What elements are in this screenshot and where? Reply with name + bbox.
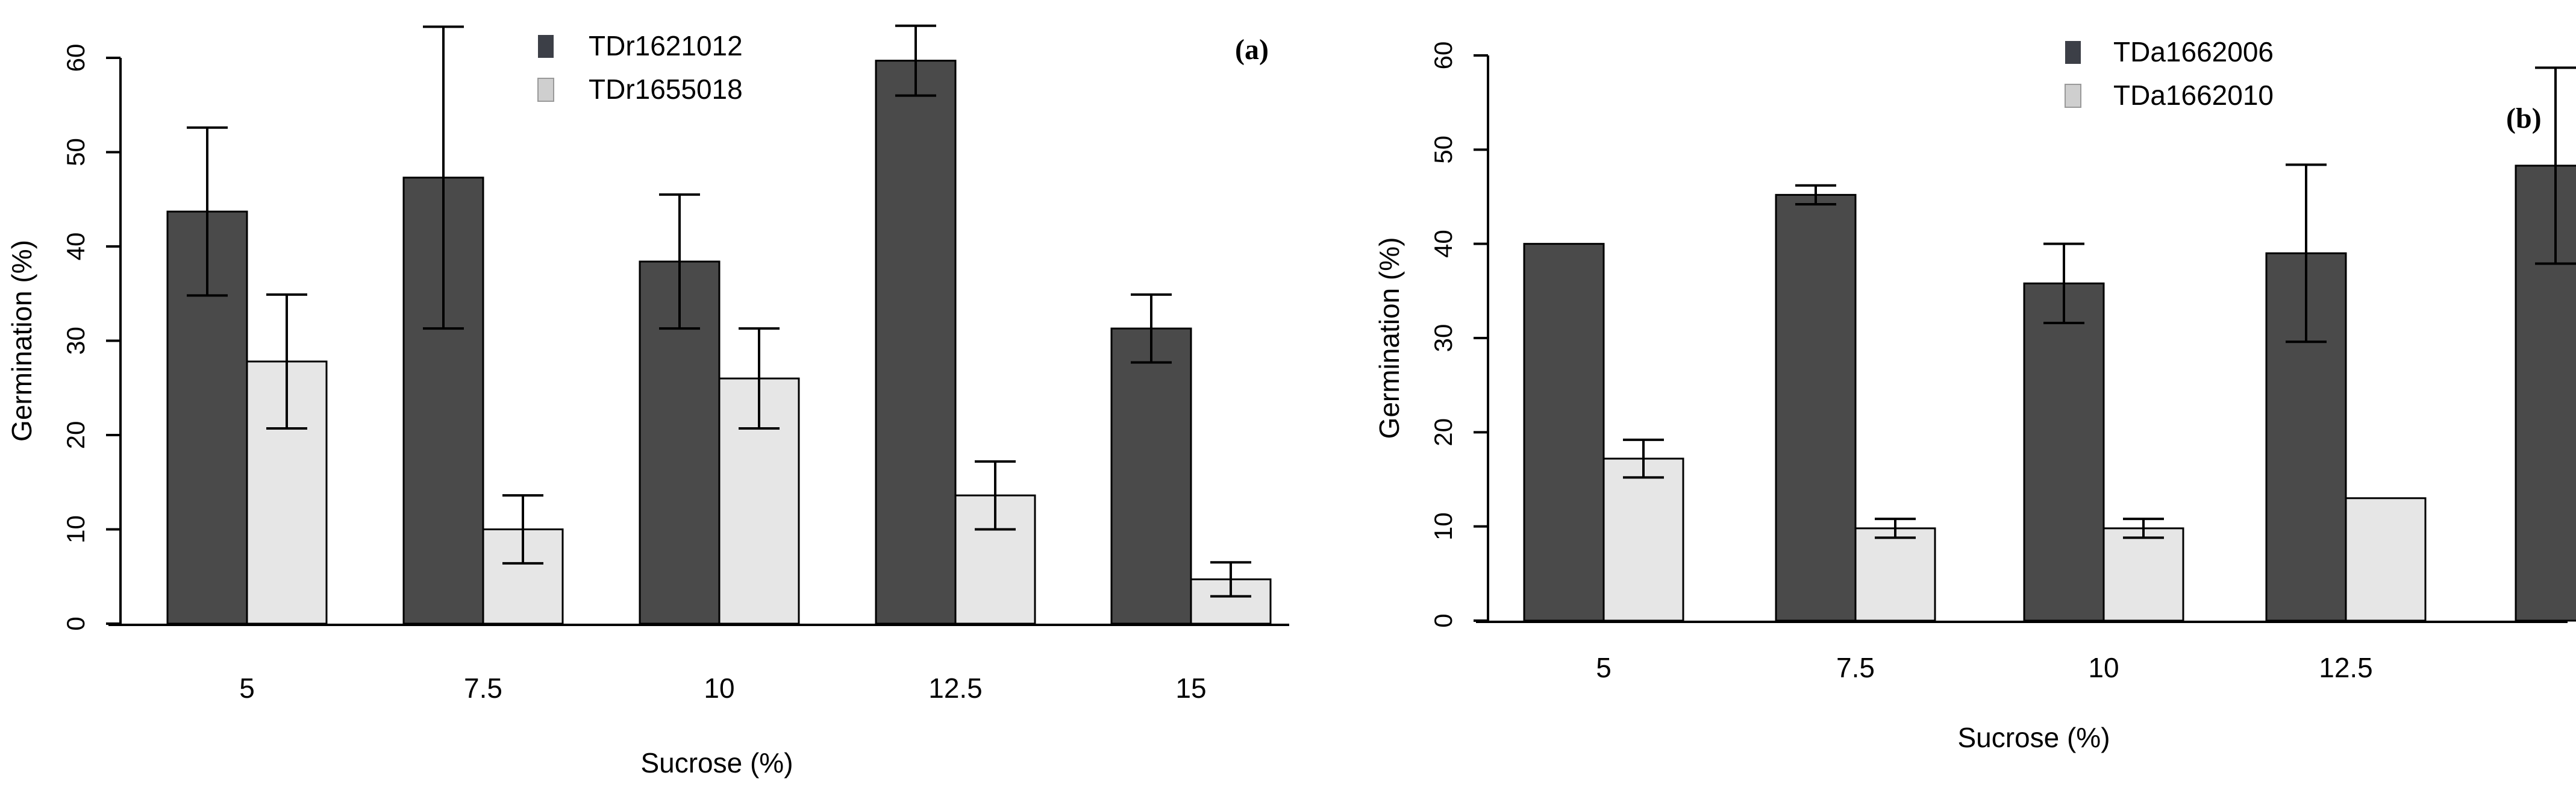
x-category-label: 12.5 — [928, 672, 983, 704]
x-category-label: 5 — [239, 672, 255, 704]
y-tick-label: 60 — [61, 44, 90, 72]
legend-swatch — [538, 35, 554, 58]
bar-dark — [2023, 282, 2105, 622]
chart-panel-a: 0 10 20 30 40 50 60 Germination (%) 5 7.5 10 12.5 15… — [6, 24, 1289, 779]
bar-light — [2345, 497, 2427, 622]
x-axis-title: Sucrose (%) — [1957, 722, 2110, 753]
y-tick-label: 40 — [61, 233, 90, 261]
x-category-label: 7.5 — [1836, 652, 1875, 683]
legend-label: TDr1621012 — [589, 30, 743, 61]
bar-light — [2102, 527, 2184, 622]
bar-dark — [875, 60, 957, 625]
panel-label: (b) — [2506, 102, 2542, 134]
y-tick-label: 0 — [1429, 613, 1457, 627]
x-axis-title: Sucrose (%) — [640, 747, 793, 779]
y-tick-label: 30 — [61, 327, 90, 355]
y-tick-label: 10 — [1429, 512, 1457, 540]
legend-swatch — [537, 78, 554, 102]
y-tick-label: 60 — [1429, 42, 1457, 70]
y-tick-label: 20 — [1429, 418, 1457, 446]
legend-label: TDr1655018 — [589, 74, 743, 105]
y-tick-label: 10 — [61, 515, 90, 544]
legend-swatch — [2065, 41, 2081, 64]
x-category-label: 12.5 — [2319, 652, 2373, 683]
x-category-label: 10 — [2088, 652, 2119, 683]
y-tick-label: 50 — [61, 138, 90, 166]
x-category-label: 10 — [704, 672, 734, 704]
y-tick-label: 30 — [1429, 324, 1457, 352]
y-axis-title: Germination (%) — [6, 240, 37, 442]
bar-light — [1854, 527, 1936, 622]
legend-label: TDa1662006 — [2113, 36, 2274, 67]
y-tick-label: 40 — [1429, 230, 1457, 258]
bar-dark — [2515, 164, 2576, 622]
x-category-label: 15 — [1175, 672, 1206, 704]
bar-dark — [1523, 243, 1605, 622]
y-tick-label: 50 — [1429, 136, 1457, 164]
y-axis-title: Germination (%) — [1374, 237, 1405, 439]
legend-swatch — [2065, 84, 2081, 108]
y-tick-label: 20 — [61, 421, 90, 450]
bar-dark — [1775, 193, 1857, 622]
legend-label: TDa1662010 — [2113, 80, 2274, 111]
bar-light — [1602, 457, 1684, 622]
bar-dark — [1110, 327, 1192, 625]
panel-label: (a) — [1235, 34, 1269, 66]
y-tick-label: 0 — [61, 616, 90, 630]
x-category-label: 5 — [1596, 652, 1612, 683]
x-category-label: 7.5 — [464, 672, 502, 704]
